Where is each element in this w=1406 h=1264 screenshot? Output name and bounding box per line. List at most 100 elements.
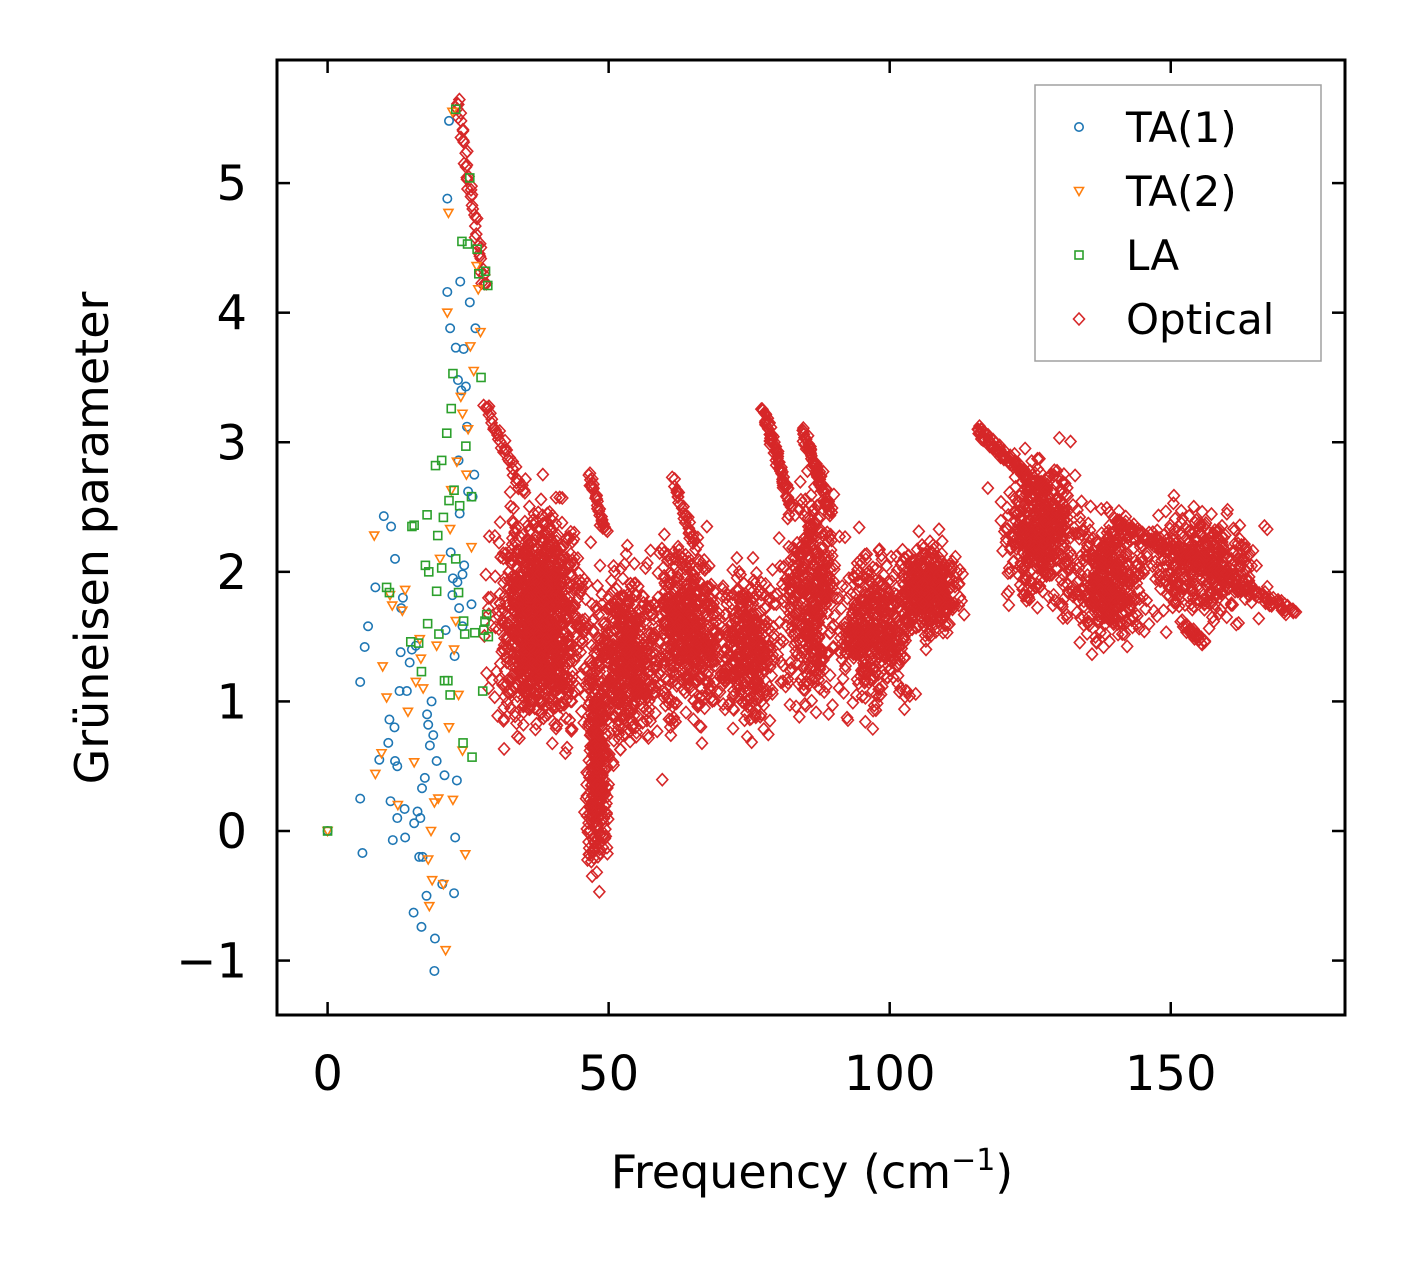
data-point [767, 627, 781, 642]
data-point [872, 656, 887, 671]
data-point [562, 529, 576, 544]
data-point [1047, 497, 1061, 513]
data-point [794, 618, 808, 633]
data-point [799, 636, 813, 651]
data-point [842, 571, 856, 586]
data-point [813, 646, 827, 661]
data-point [608, 605, 622, 620]
data-point [566, 675, 580, 690]
data-point [646, 645, 660, 661]
data-point [867, 698, 881, 713]
data-point [510, 606, 524, 622]
data-point [696, 629, 710, 644]
data-point [584, 724, 599, 740]
data-point [885, 600, 899, 616]
data-point [1049, 553, 1063, 568]
data-point [1106, 581, 1120, 596]
data-point [595, 587, 609, 602]
data-point [648, 705, 663, 721]
data-point [894, 681, 908, 696]
data-point [650, 724, 664, 739]
data-point [606, 584, 620, 600]
data-point [932, 522, 946, 537]
data-point [708, 607, 722, 622]
data-point [697, 552, 711, 568]
data-point [907, 606, 921, 622]
data-point [561, 630, 575, 645]
data-point [498, 663, 512, 679]
data-point [1073, 587, 1088, 603]
data-point [867, 592, 881, 608]
data-point [1111, 595, 1125, 610]
data-point [1091, 537, 1105, 552]
data-point [688, 654, 702, 669]
data-point [896, 569, 910, 584]
data-point [931, 568, 946, 583]
data-point [1036, 502, 1050, 517]
data-point [915, 555, 929, 570]
data-point [506, 501, 521, 516]
data-point [892, 684, 907, 700]
data-point [871, 639, 886, 654]
data-point [513, 529, 527, 544]
data-point [482, 529, 496, 544]
data-point [929, 594, 943, 609]
data-point [698, 583, 712, 599]
data-point [564, 546, 578, 562]
data-point [590, 753, 604, 768]
data-point [580, 576, 594, 591]
data-point [576, 632, 590, 647]
data-point [807, 552, 821, 568]
data-point [488, 690, 502, 705]
data-point [793, 474, 807, 489]
data-point [871, 667, 885, 682]
data-point [694, 681, 708, 696]
data-point [599, 805, 614, 821]
data-point [506, 646, 520, 661]
data-point [678, 656, 692, 671]
data-point [667, 551, 681, 566]
data-point [801, 519, 815, 534]
data-point [651, 599, 665, 614]
data-point [860, 546, 874, 562]
data-point [1039, 568, 1054, 584]
data-point [855, 664, 869, 680]
data-point [955, 566, 970, 582]
data-point [838, 529, 852, 545]
data-point [866, 599, 880, 615]
data-point [562, 644, 577, 660]
data-point [728, 673, 742, 689]
data-point [726, 701, 740, 716]
data-point [1045, 467, 1059, 482]
data-point [712, 617, 726, 632]
data-point [573, 573, 587, 588]
data-point [818, 526, 832, 542]
data-point [530, 658, 544, 673]
data-point [1057, 485, 1071, 500]
data-point [641, 728, 655, 743]
data-point [658, 653, 672, 668]
data-point [481, 680, 496, 696]
data-point [606, 668, 620, 683]
data-point [641, 607, 655, 622]
data-point [1092, 560, 1107, 576]
data-point [613, 742, 628, 757]
data-point [776, 634, 790, 649]
data-point [667, 710, 681, 726]
data-point [631, 579, 645, 594]
data-point [743, 599, 757, 614]
data-point [644, 626, 658, 641]
data-point [783, 605, 797, 621]
data-point [617, 676, 631, 691]
data-point [496, 676, 511, 691]
data-point [505, 530, 520, 546]
data-point [1007, 528, 1021, 543]
data-point [526, 693, 540, 708]
data-point [502, 686, 517, 701]
data-point [551, 668, 565, 683]
data-point [806, 658, 821, 674]
data-point [1038, 514, 1052, 529]
data-point [673, 637, 687, 653]
data-point [668, 714, 683, 729]
data-point [881, 670, 895, 685]
